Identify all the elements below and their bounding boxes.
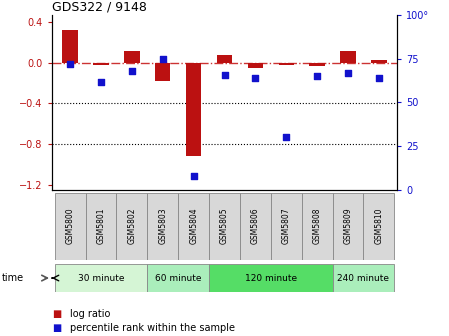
Text: GSM5807: GSM5807 (282, 207, 291, 244)
Point (190, 173, 197, 178)
Text: GDS322 / 9148: GDS322 / 9148 (52, 1, 146, 14)
Text: GSM5801: GSM5801 (97, 207, 106, 244)
Bar (147, 264, 209, 292)
Point (283, 135, 290, 140)
Bar (209, 264, 333, 292)
Point (128, 68, 136, 74)
Text: log ratio: log ratio (70, 309, 111, 319)
Text: GSM5806: GSM5806 (251, 207, 260, 244)
Text: GSM5808: GSM5808 (313, 207, 321, 244)
Bar (147, 193, 178, 260)
Text: 120 minute: 120 minute (245, 274, 297, 283)
Bar (55, 264, 147, 292)
Bar (124, 51, 140, 63)
Bar (86, 193, 116, 260)
Bar (116, 193, 147, 260)
Bar (309, 63, 325, 66)
Point (66, 61, 74, 67)
Bar (186, 63, 201, 156)
Point (252, 75, 259, 81)
Point (97, 79, 105, 84)
Bar (178, 193, 209, 260)
Text: GSM5805: GSM5805 (220, 207, 229, 244)
Text: GSM5802: GSM5802 (128, 207, 136, 244)
Text: percentile rank within the sample: percentile rank within the sample (70, 323, 235, 333)
Point (375, 75, 383, 81)
Bar (363, 193, 394, 260)
Point (221, 72, 228, 77)
Bar (333, 193, 363, 260)
Text: time: time (2, 273, 24, 283)
Text: 60 minute: 60 minute (155, 274, 202, 283)
Bar (278, 63, 294, 65)
Point (159, 56, 166, 61)
Point (344, 70, 352, 76)
Bar (248, 63, 263, 68)
Text: GSM5809: GSM5809 (343, 207, 352, 244)
Bar (240, 193, 271, 260)
Bar (340, 51, 356, 63)
Text: GSM5810: GSM5810 (374, 207, 383, 244)
Text: 240 minute: 240 minute (337, 274, 389, 283)
Point (313, 74, 321, 79)
Bar (371, 60, 387, 63)
Text: ■: ■ (52, 323, 61, 333)
Text: GSM5800: GSM5800 (66, 207, 75, 244)
Bar (62, 30, 78, 63)
Bar (271, 193, 302, 260)
Bar (333, 264, 394, 292)
Text: GSM5803: GSM5803 (158, 207, 167, 244)
Bar (209, 193, 240, 260)
Bar (217, 55, 232, 63)
Text: 30 minute: 30 minute (78, 274, 124, 283)
Text: ■: ■ (52, 309, 61, 319)
Bar (302, 193, 333, 260)
Text: GSM5804: GSM5804 (189, 207, 198, 244)
Bar (155, 63, 171, 81)
Bar (93, 63, 109, 65)
Bar (55, 193, 86, 260)
